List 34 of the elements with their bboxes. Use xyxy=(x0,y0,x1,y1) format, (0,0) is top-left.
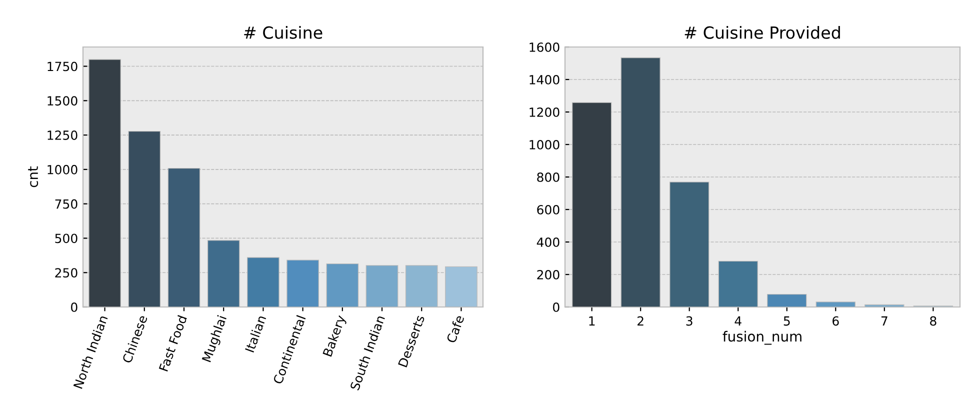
y-tick-label: 800 xyxy=(537,172,560,182)
y-tick-label: 400 xyxy=(536,237,560,247)
y-tick-label: 1750 xyxy=(48,62,78,72)
y-axis-title: cnt xyxy=(28,166,38,188)
x-tick-label: 6 xyxy=(832,316,839,326)
y-tick-label: 250 xyxy=(55,268,78,278)
y-tick-label: 0 xyxy=(71,302,78,312)
y-tick-label: 750 xyxy=(55,199,78,209)
y-tick-label: 1000 xyxy=(530,140,560,150)
x-tick-label: 2 xyxy=(638,316,644,326)
x-tick-label: Italian xyxy=(244,314,266,353)
x-tick-label: 3 xyxy=(686,316,692,326)
y-tick-label: 1000 xyxy=(48,164,78,174)
y-tick-label: 1250 xyxy=(48,130,78,140)
y-tick-label: 1200 xyxy=(530,107,560,117)
y-tick-label: 0 xyxy=(553,302,560,312)
x-tick-label: 1 xyxy=(589,316,595,326)
x-tick-label: 7 xyxy=(881,316,888,326)
y-tick-label: 1400 xyxy=(530,74,560,84)
x-tick-label: 8 xyxy=(930,316,936,326)
y-tick-label: 200 xyxy=(537,270,560,280)
x-tick-label: North Indian xyxy=(73,314,108,389)
chart-title: # Cuisine Provided xyxy=(684,26,840,39)
x-tick-label: 4 xyxy=(734,316,742,326)
y-tick-label: 1500 xyxy=(48,96,78,106)
x-tick-label: South Indian xyxy=(350,314,386,391)
x-tick-label: 5 xyxy=(784,316,790,326)
x-tick-label: Cafe xyxy=(446,314,464,344)
x-tick-label: Fast Food xyxy=(158,315,188,372)
y-tick-label: 500 xyxy=(55,234,78,244)
y-tick-label: 1600 xyxy=(530,42,560,52)
chart-title: # Cuisine xyxy=(244,26,322,39)
x-axis-title: fusion_num xyxy=(722,330,802,345)
y-tick-label: 600 xyxy=(537,204,560,214)
